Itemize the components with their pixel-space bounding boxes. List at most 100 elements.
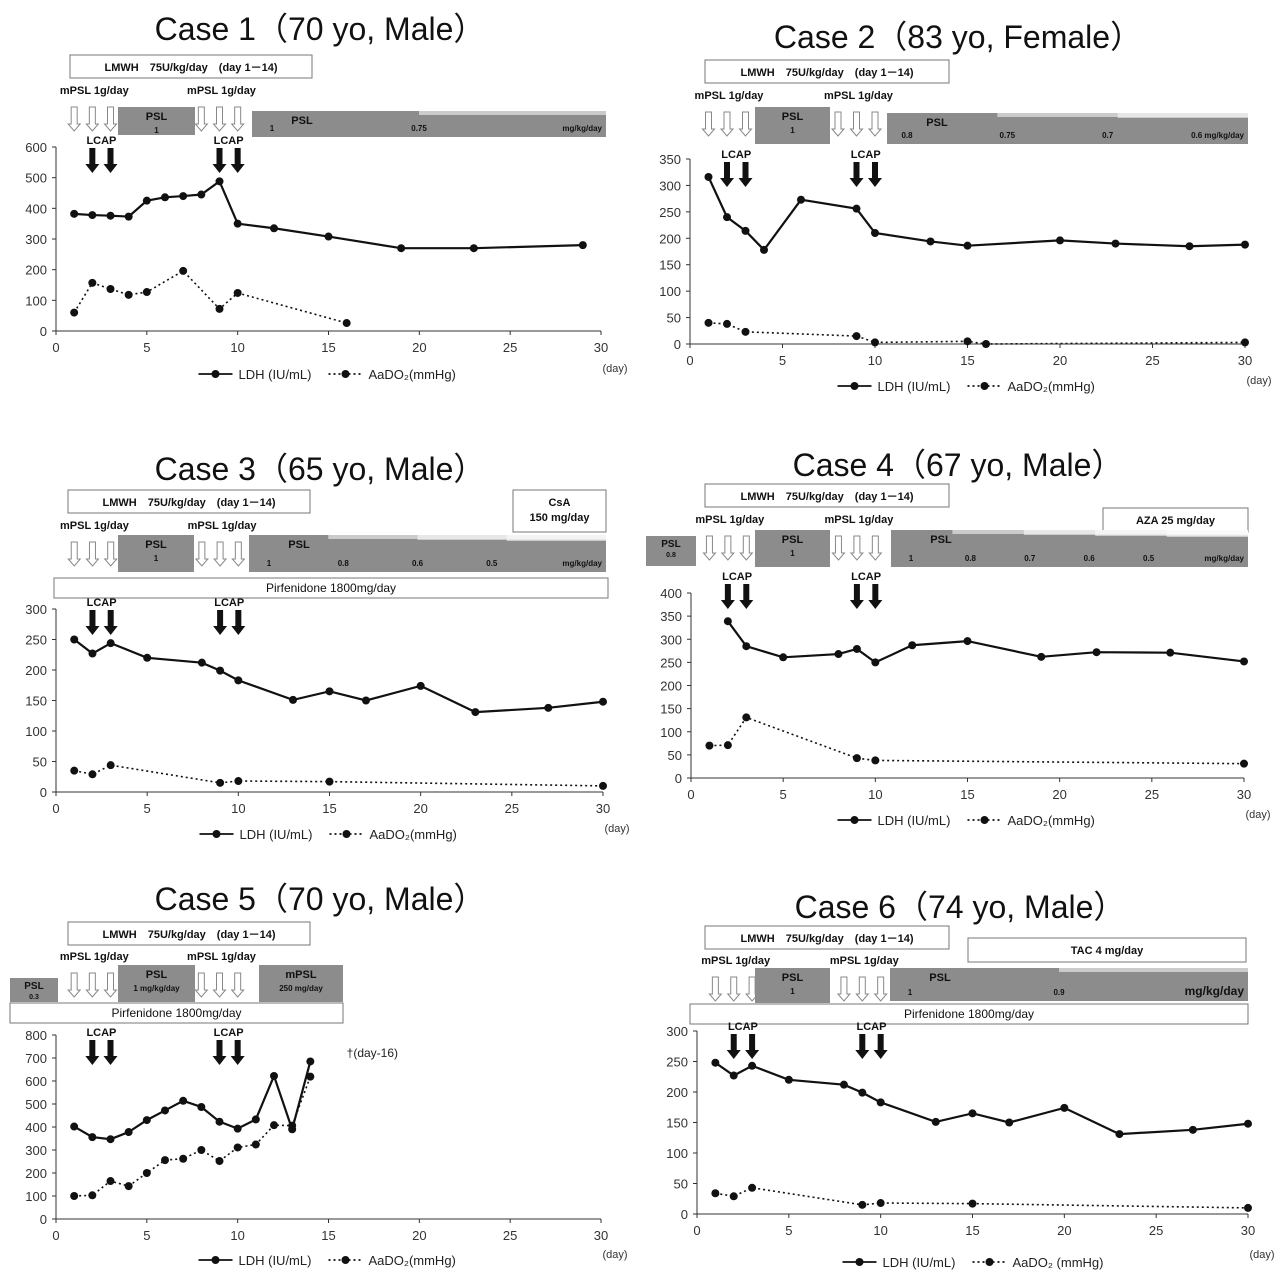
ldh-point	[234, 676, 243, 685]
y-tick-label: 300	[666, 1024, 688, 1039]
ldh-point	[270, 224, 278, 233]
ldh-point	[88, 649, 97, 658]
aado2-point	[748, 1183, 757, 1192]
y-tick-label: 100	[659, 284, 681, 299]
aado2-point	[876, 1199, 885, 1208]
psl-label: PSL	[926, 117, 948, 129]
legend-label: LDH (IU/mL)	[239, 1253, 312, 1268]
y-tick-label: 500	[25, 1097, 47, 1112]
x-tick-label: 30	[1237, 787, 1251, 802]
legend-marker	[211, 1256, 220, 1264]
ldh-point	[963, 637, 972, 646]
y-tick-label: 100	[25, 1189, 47, 1204]
drug-label: TAC 4 mg/day	[1071, 945, 1144, 957]
case-panel-6: Case 6（74 yo, Male） LMWH 75U/kg/day (day …	[666, 889, 1274, 1270]
legend-label: AaDO₂(mmHg)	[370, 827, 457, 842]
ldh-point	[197, 1102, 206, 1111]
lcap-arrow-icon	[720, 162, 734, 187]
psl-dose: 0.5	[1143, 554, 1155, 563]
lcap-arrow-icon	[726, 1034, 741, 1059]
psl-label: PSL	[291, 115, 313, 127]
x-tick-label: 10	[868, 787, 882, 802]
case-panel-4: Case 4（67 yo, Male） LMWH 75U/kg/day (day …	[646, 447, 1271, 828]
ldh-point	[908, 641, 917, 650]
lcap-arrow-icon	[868, 162, 882, 187]
pre-psl-dose: 0.8	[666, 552, 676, 559]
x-tick-label: 15	[960, 353, 974, 368]
ldh-point	[179, 192, 188, 201]
mpsl-label: mPSL 1g/day	[188, 520, 258, 532]
ldh-point	[544, 703, 553, 712]
mpsl-label: mPSL 1g/day	[187, 85, 257, 97]
x-tick-label: 20	[1057, 1223, 1071, 1238]
mpsl-label: mPSL 1g/day	[701, 955, 771, 967]
aado2-point	[106, 1177, 115, 1186]
ldh-point	[161, 1106, 169, 1115]
aado2-point	[70, 766, 79, 775]
ldh-point	[124, 212, 133, 221]
psl-dose: 0.8	[901, 131, 913, 140]
mpsl-arrow-icon	[849, 535, 864, 561]
psl-label: PSL	[782, 972, 804, 984]
legend-label: LDH (IU/mL)	[240, 827, 313, 842]
ldh-point	[1188, 1125, 1197, 1134]
aado2-point	[599, 781, 607, 790]
x-tick-label: 25	[503, 340, 517, 355]
mpsl-arrow-icon	[855, 976, 870, 1002]
ldh-point	[270, 1071, 278, 1080]
ldh-point	[215, 1117, 224, 1126]
x-tick-label: 5	[779, 353, 786, 368]
aado2-point	[852, 754, 861, 763]
lcap-arrow-icon	[85, 1040, 100, 1065]
mpsl-label: mPSL 1g/day	[824, 90, 894, 102]
ldh-point	[871, 658, 880, 667]
aado2-point	[1240, 759, 1248, 768]
case-panel-5: Case 5（70 yo, Male） LMWH 75U/kg/day (day …	[9, 881, 628, 1268]
ldh-point	[931, 1117, 940, 1126]
ldh-point	[179, 1096, 188, 1105]
ldh-point	[742, 642, 751, 651]
ldh-point	[216, 666, 225, 675]
psl-dose: 1	[790, 549, 795, 558]
aado2-point	[88, 1191, 97, 1200]
legend-marker	[341, 1256, 350, 1264]
mpsl-arrow-icon	[739, 535, 754, 561]
case-title: Case 4（67 yo, Male）	[793, 447, 1124, 483]
drug-label: AZA 25 mg/day	[1136, 515, 1216, 527]
x-tick-label: 15	[321, 1228, 335, 1243]
psl-dose: 1	[908, 988, 913, 997]
mpsl-arrow-icon	[194, 541, 209, 567]
ldh-point	[124, 1128, 133, 1137]
aado2-line	[709, 716, 1245, 765]
aado2-point	[306, 1072, 315, 1081]
mpsl-arrow-icon	[830, 111, 846, 137]
ldh-point	[70, 209, 79, 218]
lcap-arrow-icon	[873, 1034, 888, 1059]
aado2-point	[70, 1192, 79, 1200]
x-tick-label: 10	[230, 1228, 244, 1243]
mpsl-arrow-icon	[726, 976, 741, 1002]
legend-marker	[850, 816, 859, 824]
x-tick-label: 30	[1238, 353, 1252, 368]
psl-dose: 1 mg/kg/day	[133, 984, 180, 993]
lcap-arrow-icon	[745, 1034, 760, 1059]
ldh-point	[1037, 652, 1046, 661]
ldh-point	[325, 687, 334, 696]
y-tick-label: 100	[25, 293, 47, 308]
lcap-label: LCAP	[851, 149, 881, 161]
psl-dose: 0.75	[411, 124, 427, 133]
legend-label: LDH (IU/mL)	[878, 379, 951, 394]
aado2-point	[968, 1199, 977, 1208]
psl-label: PSL	[288, 539, 310, 551]
ldh-point	[968, 1109, 977, 1118]
y-tick-label: 400	[660, 586, 682, 601]
legend-marker	[211, 370, 220, 378]
legend-marker	[980, 816, 989, 824]
ldh-line	[707, 176, 1246, 252]
legend-marker	[850, 382, 859, 390]
lmwh-label: LMWH 75U/kg/day (day 1－14)	[741, 933, 914, 945]
ldh-point	[839, 1080, 848, 1089]
lcap-arrow-icon	[855, 1034, 870, 1059]
x-tick-label: 0	[693, 1223, 700, 1238]
y-tick-label: 200	[25, 263, 47, 278]
